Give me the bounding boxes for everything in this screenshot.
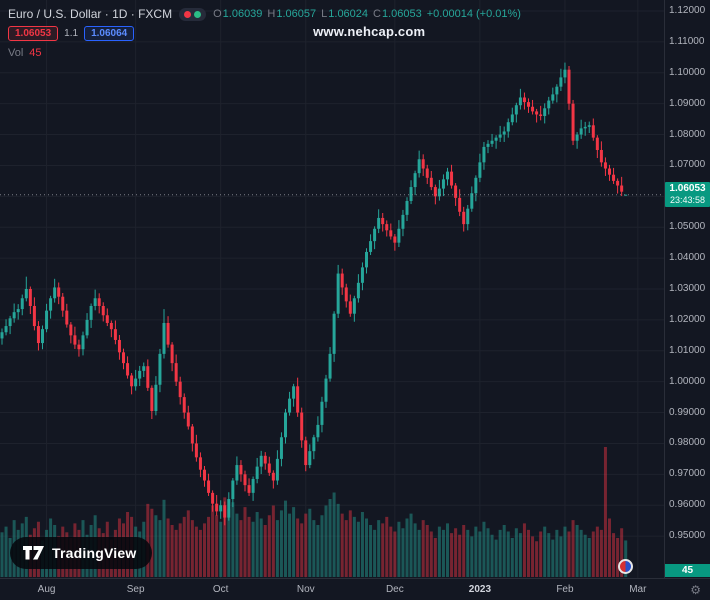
low-label: L xyxy=(321,8,328,20)
price-axis-label: 0.97000 xyxy=(669,468,706,480)
grid-layer xyxy=(0,0,664,578)
price-axis-label: 1.00000 xyxy=(669,375,706,387)
last-price-badge: 1.06053 23:43:58 xyxy=(665,181,710,207)
buy-ask-button[interactable]: 1.06064 xyxy=(84,26,135,41)
price-axis-label: 1.08000 xyxy=(669,128,706,140)
spread-value: 1.1 xyxy=(64,28,79,39)
time-axis[interactable]: ⚙ Aug Sep Oct Nov Dec 2023 Feb Mar xyxy=(0,578,710,600)
price-axis-label: 1.01000 xyxy=(669,344,706,356)
candlestick-chart[interactable] xyxy=(0,0,664,578)
close-value: 1.06053 xyxy=(381,8,422,20)
price-axis-label: 1.03000 xyxy=(669,283,706,294)
time-axis-label: Mar xyxy=(629,584,647,595)
close-label: C xyxy=(373,8,381,20)
high-label: H xyxy=(267,8,276,20)
volume-value: 45 xyxy=(29,47,42,59)
legend-separator: · xyxy=(104,7,109,21)
time-axis-label: Oct xyxy=(212,584,229,595)
watermark-text: www.nehcap.com xyxy=(313,24,426,39)
bar-countdown: 23:43:58 xyxy=(669,194,706,205)
legend-separator: · xyxy=(130,7,135,21)
price-axis[interactable]: 1.06053 23:43:58 45 1.12000 1.11000 1.1000… xyxy=(664,0,710,578)
change-value: +0.00014 (+0.01%) xyxy=(426,8,521,20)
high-value: 1.06057 xyxy=(276,8,317,20)
price-axis-label: 0.98000 xyxy=(669,437,706,449)
open-value: 1.06039 xyxy=(222,8,263,20)
market-status-toggle[interactable] xyxy=(179,7,207,21)
chart-legend: Euro / U.S. Dollar · 1D · FXCM O 1.06039 … xyxy=(8,7,521,21)
settings-gear-icon[interactable]: ⚙ xyxy=(690,583,701,597)
price-axis-label: 1.04000 xyxy=(669,252,706,264)
status-dot-green-icon xyxy=(194,10,202,18)
price-axis-label: 1.07000 xyxy=(669,159,706,171)
status-dot-red-icon xyxy=(184,10,192,18)
tradingview-logo[interactable]: TradingView xyxy=(10,537,153,569)
time-axis-label: Feb xyxy=(556,584,574,595)
last-price-value: 1.06053 xyxy=(669,182,706,194)
sell-bid-button[interactable]: 1.06053 xyxy=(8,26,59,41)
time-axis-label: Aug xyxy=(37,584,56,595)
price-axis-label: 1.09000 xyxy=(669,97,706,109)
price-axis-label: 0.96000 xyxy=(669,499,706,511)
price-axis-label: 1.10000 xyxy=(669,66,706,78)
open-label: O xyxy=(213,8,222,20)
price-axis-label: 1.12000 xyxy=(669,5,706,16)
volume-label: Vol xyxy=(8,47,24,59)
low-value: 1.06024 xyxy=(328,8,369,20)
tradingview-mark-icon xyxy=(23,546,44,560)
candles-layer xyxy=(0,62,628,526)
price-axis-label: 1.05000 xyxy=(669,221,706,233)
price-axis-label: 0.99000 xyxy=(669,406,706,418)
time-axis-label: Nov xyxy=(296,584,315,595)
price-axis-label: 1.02000 xyxy=(669,313,706,325)
symbol-name: Euro / U.S. Dollar xyxy=(8,7,102,21)
exchange-label: FXCM xyxy=(138,7,173,21)
price-axis-label: 1.11000 xyxy=(669,35,705,47)
volume-legend: Vol 45 xyxy=(8,47,42,59)
interval-label: 1D xyxy=(112,7,128,21)
symbol-title[interactable]: Euro / U.S. Dollar · 1D · FXCM xyxy=(8,7,172,21)
time-axis-label: Dec xyxy=(385,584,404,595)
bid-ask-row: 1.06053 1.1 1.06064 xyxy=(8,26,135,41)
time-axis-label: Sep xyxy=(126,584,145,595)
publisher-logo-icon xyxy=(618,559,633,574)
time-axis-label: 2023 xyxy=(468,584,492,595)
price-axis-label: 0.95000 xyxy=(669,530,706,542)
volume-axis-badge: 45 xyxy=(665,564,710,577)
tradingview-logo-text: TradingView xyxy=(52,545,137,561)
ohlc-values: O 1.06039 H 1.06057 L 1.06024 C 1.06053 +0.0… xyxy=(213,8,521,20)
